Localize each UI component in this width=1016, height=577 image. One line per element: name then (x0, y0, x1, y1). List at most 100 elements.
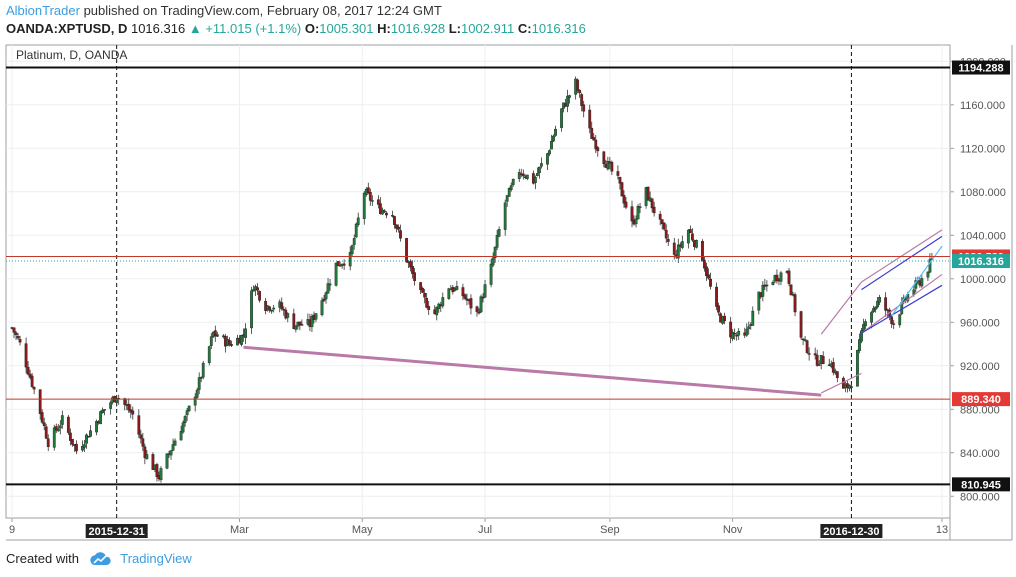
candle-down (592, 137, 596, 141)
candle-up (435, 306, 439, 316)
candle-up (495, 235, 499, 248)
candle-up (169, 450, 173, 456)
candle-up (511, 178, 515, 185)
candle-down (423, 293, 427, 298)
candle-down (12, 327, 16, 333)
candle-down (610, 161, 614, 172)
candle-down (14, 332, 18, 336)
candle-down (815, 354, 819, 366)
candle-down (18, 339, 22, 343)
candle-up (52, 427, 56, 448)
candle-up (862, 324, 865, 331)
candle-up (546, 153, 549, 165)
candle-up (447, 288, 451, 299)
candle-down (282, 309, 286, 311)
candle-up (856, 350, 859, 387)
trend-line-light-blue (891, 245, 943, 317)
candle-down (662, 222, 666, 230)
candle-down (139, 434, 143, 439)
candle-down (413, 272, 416, 282)
candle-up (185, 410, 189, 416)
trend-line-pink-wedge-top (820, 281, 862, 335)
candle-up (737, 330, 741, 336)
candle-up (207, 346, 211, 364)
candle-up (552, 135, 555, 142)
candle-down (733, 332, 737, 335)
candle-up (338, 265, 342, 267)
candle-up (85, 434, 88, 444)
candle-down (588, 109, 592, 129)
candle-down (256, 287, 259, 291)
candle-up (89, 430, 92, 437)
level-price-label: 889.340 (961, 394, 1001, 406)
candle-down (630, 206, 634, 222)
candle-up (197, 377, 201, 390)
candle-up (195, 389, 199, 398)
candle-down (703, 259, 706, 269)
candle-up (928, 259, 932, 273)
candle-down (578, 89, 582, 94)
author-link[interactable]: AlbionTrader (6, 3, 80, 18)
candle-up (535, 173, 539, 176)
candle-down (807, 353, 811, 355)
candle-up (159, 468, 163, 481)
close-value: 1016.316 (531, 21, 586, 36)
candle-down (213, 330, 217, 337)
candle-up (270, 309, 274, 312)
candle-up (179, 431, 183, 441)
candle-down (143, 446, 147, 458)
candle-down (425, 298, 429, 308)
candle-down (199, 377, 203, 379)
candle-up (695, 240, 698, 248)
trend-line-blue-top (861, 235, 943, 291)
candle-up (354, 223, 358, 238)
candle-down (405, 238, 408, 263)
candle-up (348, 251, 352, 267)
x-tick-label: 13 (936, 524, 948, 536)
candle-down (131, 410, 135, 415)
x-tick-label: Nov (723, 524, 743, 536)
candle-down (582, 104, 586, 112)
candle-down (376, 199, 380, 205)
x-tick-label: Jul (478, 524, 492, 536)
candle-down (658, 213, 662, 220)
candle-down (664, 229, 668, 239)
y-tick-label: 960.000 (960, 317, 1000, 329)
candle-down (646, 186, 650, 201)
candle-up (751, 310, 755, 326)
candle-down (799, 311, 803, 338)
level-price-box (952, 477, 1010, 492)
candle-up (745, 328, 749, 336)
x-tick-label: May (352, 524, 373, 536)
candle-up (489, 263, 493, 285)
candle-down (46, 438, 50, 448)
candle-up (95, 421, 98, 433)
candle-up (779, 272, 783, 282)
candle-down (421, 288, 425, 293)
candle-down (399, 230, 402, 239)
candle-up (876, 300, 879, 308)
tradingview-link[interactable]: TradingView (120, 551, 192, 566)
candle-up (540, 163, 543, 167)
y-tick-label: 1000.000 (960, 274, 1006, 286)
candle-up (566, 95, 569, 107)
candle-up (183, 416, 187, 423)
chart-title: Platinum, D, OANDA (16, 48, 127, 62)
candle-down (620, 182, 624, 197)
candle-up (101, 409, 104, 414)
candle-up (455, 286, 459, 290)
level-price-label: 1016.316 (958, 256, 1004, 268)
tradingview-cloud-icon (89, 552, 111, 565)
candle-down (622, 195, 626, 204)
footer: Created with TradingView (6, 551, 192, 566)
candle-up (171, 444, 175, 451)
candle-up (145, 454, 149, 459)
candle-up (757, 291, 761, 311)
candle-down (127, 403, 131, 411)
symbol-name: OANDA:XPTUSD, D (6, 21, 128, 36)
candle-down (580, 94, 584, 106)
published-text: published on TradingView.com, February 0… (83, 3, 442, 18)
candle-up (209, 336, 213, 346)
candle-up (926, 271, 930, 278)
